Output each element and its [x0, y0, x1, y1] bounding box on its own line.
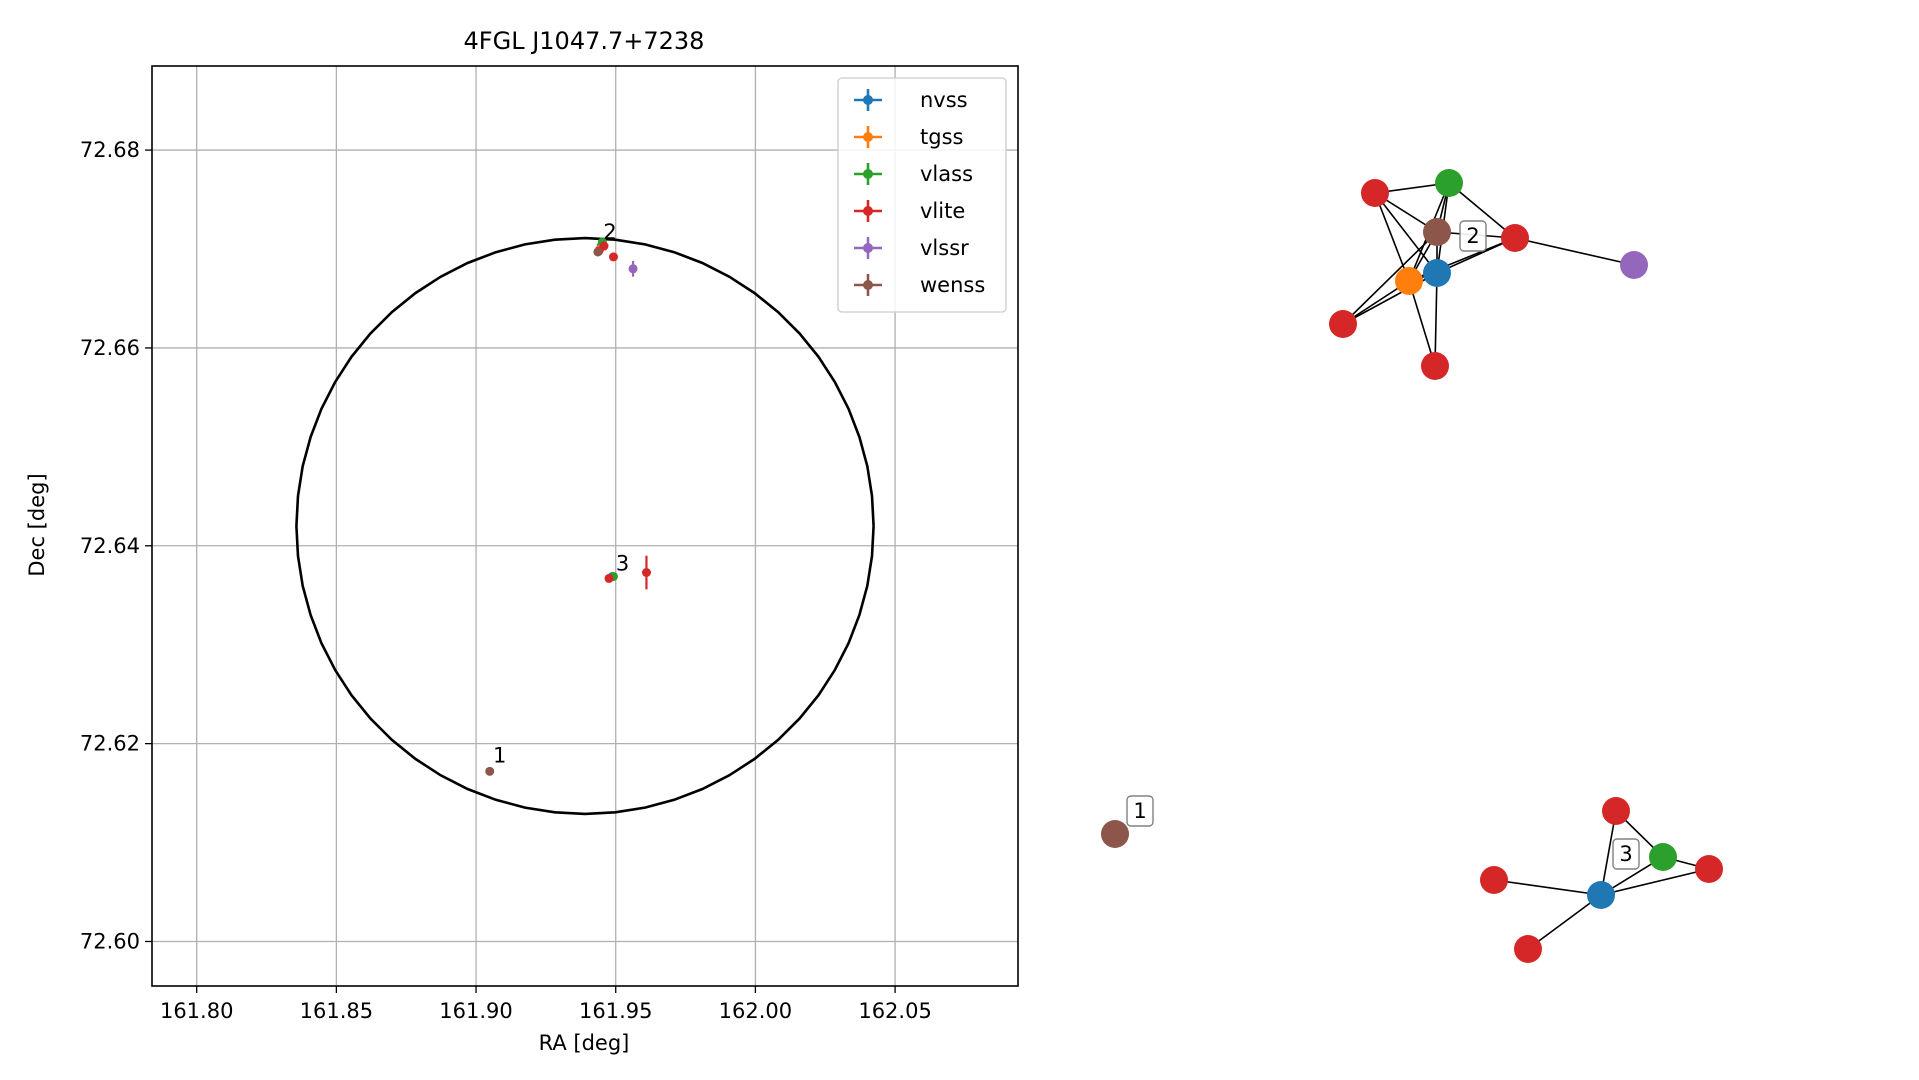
data-point-vlite — [608, 252, 618, 262]
network-node-wenss — [1423, 218, 1451, 246]
annotation-label: 3 — [616, 551, 629, 575]
network-label-box — [1612, 838, 1640, 870]
chart-title: 4FGL J1047.7+7238 — [464, 27, 705, 55]
legend-label: tgss — [920, 125, 963, 149]
network-edge — [1514, 237, 1635, 266]
network-node-wenss — [1101, 820, 1129, 848]
network-panel: 2 3 1 — [1101, 169, 1723, 963]
legend-marker — [863, 169, 873, 179]
axis-ticks: 161.80 161.85 161.90 161.95 162.00 162.05 72.6… — [80, 138, 932, 1023]
legend-label: vlass — [920, 162, 973, 186]
network-label-box — [1126, 795, 1154, 827]
network-node-nvss — [1587, 881, 1615, 909]
network-node-vlass — [1435, 169, 1463, 197]
legend-entry-vlssr: vlssr — [854, 236, 969, 260]
x-tick-label: 161.90 — [439, 999, 512, 1023]
network-node-vlite — [1501, 224, 1529, 252]
network-nodes — [1101, 169, 1723, 963]
network-node-vlite — [1480, 866, 1508, 894]
data-point-vlssr — [628, 260, 638, 277]
data-point-vlite — [599, 241, 609, 251]
data-point-wenss — [593, 247, 603, 257]
network-node-vlite — [1421, 352, 1449, 380]
network-label-text: 2 — [1466, 224, 1479, 248]
data-point-wenss — [485, 766, 495, 776]
legend-entry-tgss: tgss — [854, 125, 963, 149]
data-point-vlite — [604, 573, 614, 583]
network-edge — [1434, 272, 1438, 367]
y-tick-label: 72.68 — [80, 138, 140, 162]
x-tick-label: 161.95 — [579, 999, 652, 1023]
network-edge — [1527, 894, 1602, 950]
annotation-label: 1 — [493, 743, 506, 767]
network-edge — [1408, 280, 1436, 367]
y-tick-label: 72.64 — [80, 534, 140, 558]
network-node-vlass — [1649, 843, 1677, 871]
network-node-vlite — [1329, 310, 1357, 338]
y-tick-label: 72.62 — [80, 732, 140, 756]
legend-label: vlite — [920, 199, 965, 223]
x-tick-label: 162.05 — [858, 999, 931, 1023]
network-edge — [1342, 231, 1438, 325]
network-node-vlite — [1602, 797, 1630, 825]
point-marker — [641, 567, 651, 577]
network-label: 1 — [1126, 795, 1154, 827]
x-tick-label: 161.80 — [160, 999, 233, 1023]
x-tick-label: 161.85 — [300, 999, 373, 1023]
point-marker — [599, 241, 609, 251]
network-node-vlite — [1695, 855, 1723, 883]
point-marker — [608, 252, 618, 262]
legend-entry-wenss: wenss — [854, 273, 985, 297]
legend-label: wenss — [920, 273, 985, 297]
network-label-box — [1459, 220, 1487, 252]
legend-marker — [863, 243, 873, 253]
data-points — [485, 237, 651, 776]
plot-frame — [151, 65, 1019, 987]
network-edge — [1493, 879, 1602, 896]
legend-marker — [863, 95, 873, 105]
legend-entry-vlass: vlass — [854, 162, 973, 186]
scatter-panel: 4FGL J1047.7+7238 2 3 1 161.80 161.85 161.90… — [25, 27, 1019, 1055]
point-annotations: 2 3 1 — [493, 220, 629, 767]
network-node-vlssr — [1620, 251, 1648, 279]
y-tick-label: 72.60 — [80, 929, 140, 953]
legend: nvss tgss vlass vlite vlssr wenss — [837, 77, 1007, 313]
network-label: 2 — [1459, 220, 1487, 252]
data-point-vlite — [641, 555, 651, 590]
point-marker — [604, 573, 614, 583]
legend-entry-vlite: vlite — [854, 199, 965, 223]
annotation-label: 2 — [603, 220, 616, 244]
network-edge — [1600, 810, 1617, 896]
network-labels: 2 3 1 — [1126, 220, 1640, 870]
legend-marker — [863, 132, 873, 142]
network-node-tgss — [1395, 267, 1423, 295]
point-marker — [628, 264, 638, 274]
network-edge — [1448, 182, 1516, 239]
legend-marker — [863, 280, 873, 290]
localization-circle — [295, 236, 875, 816]
network-node-vlite — [1361, 179, 1389, 207]
network-label-text: 1 — [1133, 799, 1146, 823]
network-label: 3 — [1612, 838, 1640, 870]
network-node-vlite — [1514, 935, 1542, 963]
localization-circle-path — [295, 236, 875, 816]
x-axis-label: RA [deg] — [539, 1031, 630, 1055]
network-edge — [1600, 868, 1710, 896]
y-tick-label: 72.66 — [80, 336, 140, 360]
legend-marker — [863, 206, 873, 216]
legend-entry-nvss: nvss — [854, 88, 968, 112]
legend-label: nvss — [920, 88, 968, 112]
y-axis-label: Dec [deg] — [25, 473, 49, 576]
network-label-text: 3 — [1619, 842, 1632, 866]
network-edge — [1374, 192, 1410, 282]
network-edges — [1342, 182, 1710, 950]
legend-label: vlssr — [920, 236, 969, 260]
x-tick-label: 162.00 — [719, 999, 792, 1023]
network-node-nvss — [1423, 259, 1451, 287]
point-marker — [485, 766, 495, 776]
point-marker — [593, 247, 603, 257]
network-edge — [1374, 192, 1438, 274]
